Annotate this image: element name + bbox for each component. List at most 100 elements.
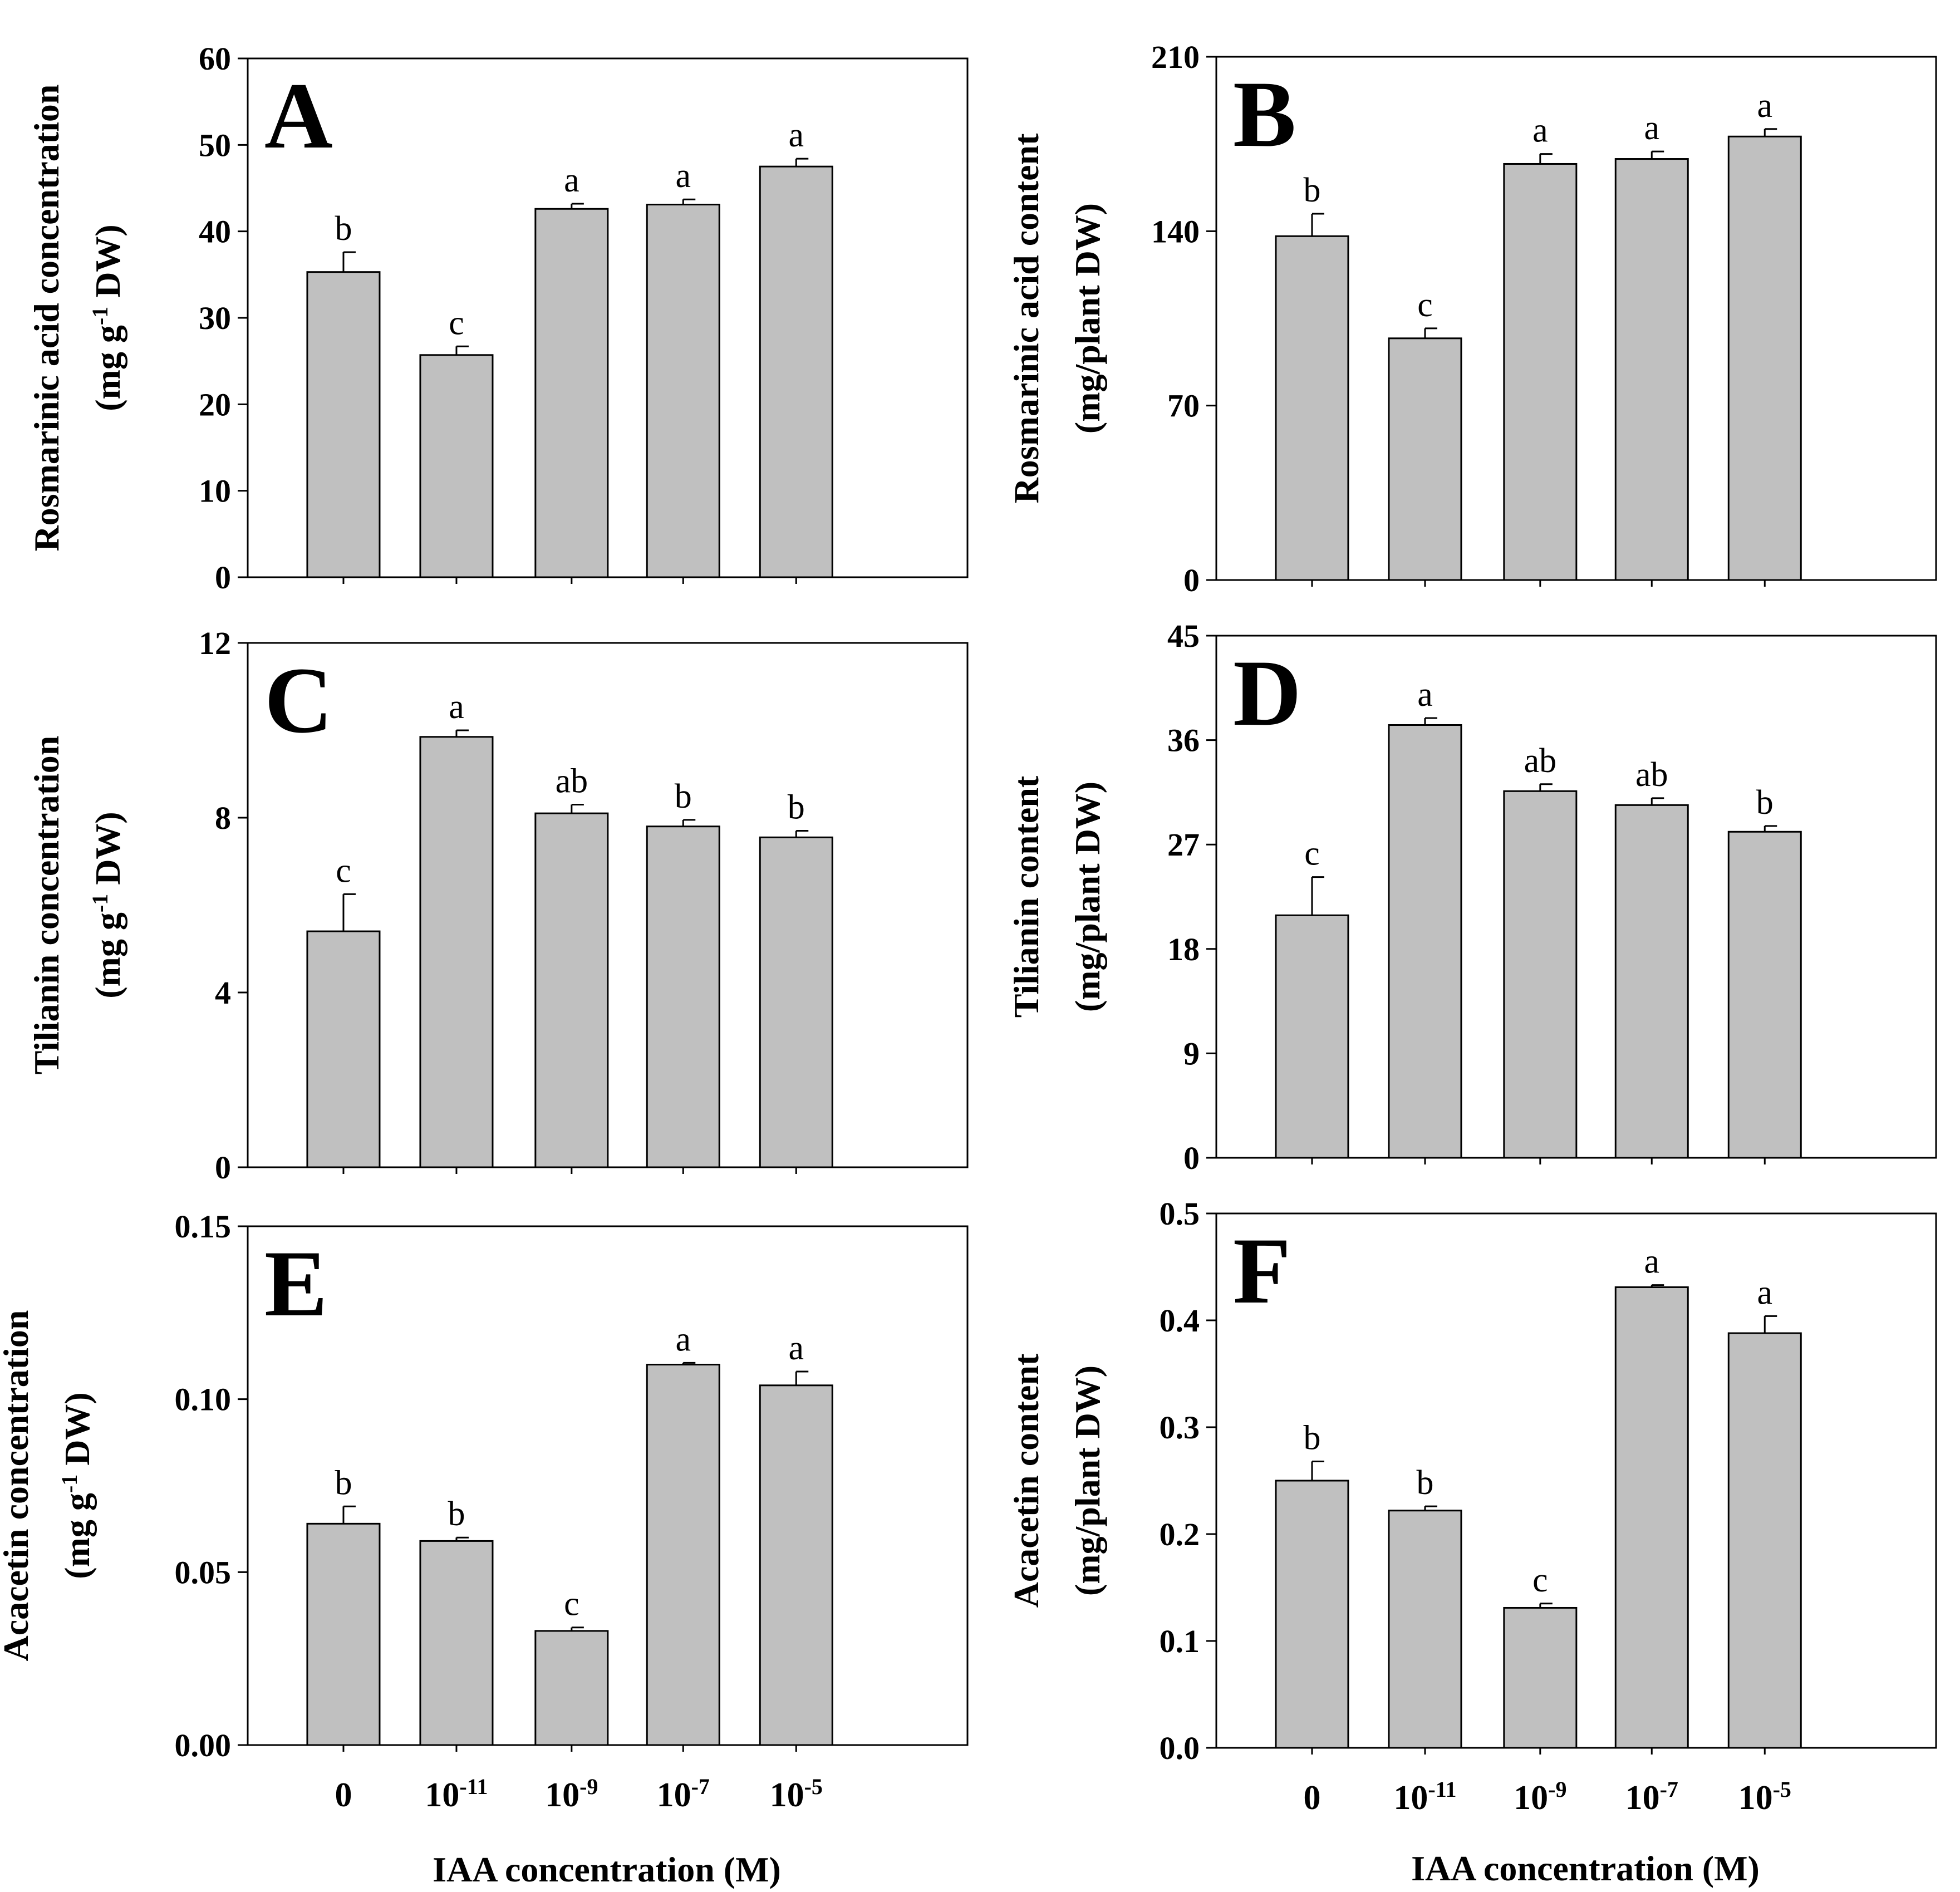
- bar: [1503, 1606, 1578, 1749]
- y-tick-label: 0.3: [1160, 1409, 1200, 1446]
- y-tick-label: 0.05: [175, 1554, 232, 1590]
- y-tick-label: 0: [1183, 1140, 1200, 1176]
- significance-letter: ab: [1635, 756, 1668, 794]
- bar: [419, 354, 494, 578]
- significance-letter: b: [1416, 1464, 1433, 1502]
- x-category-exponent: -9: [579, 1774, 598, 1799]
- panel-letter: F: [1233, 1218, 1291, 1323]
- bar: [1614, 1286, 1689, 1749]
- y-axis-title-line2: (mg/plant DW): [1068, 782, 1107, 1012]
- bar: [759, 165, 833, 578]
- x-axis-title-left: IAA concentration (M): [433, 1850, 781, 1889]
- x-category-base: 10: [1514, 1779, 1548, 1817]
- bar: [1727, 135, 1802, 581]
- significance-letter: b: [1303, 1419, 1320, 1457]
- y-axis-title-text: (mg/plant DW): [1068, 782, 1107, 1012]
- y-axis-title-line2: (mg/plant DW): [1068, 1365, 1107, 1596]
- bar: [646, 204, 720, 578]
- panel-e: 0.00 0.05 0.10 0.15 b b c a a E Acacetin concentra…: [0, 1208, 969, 1763]
- x-category-base: 10: [770, 1776, 804, 1814]
- significance-letter: ab: [1524, 742, 1557, 780]
- y-tick-label: 0.15: [175, 1208, 232, 1245]
- y-tick-label: 0: [215, 1149, 231, 1186]
- bar: [306, 271, 381, 578]
- bar: [306, 1522, 381, 1746]
- x-category-label: 10-7: [657, 1774, 710, 1815]
- y-tick-label: 18: [1167, 931, 1200, 967]
- y-axis-title-line1: Rosmarinic acid concentration: [27, 85, 66, 552]
- significance-letter: b: [335, 1464, 352, 1502]
- bar: [534, 208, 609, 578]
- x-category-label: 10-5: [770, 1774, 823, 1815]
- y-tick-label: 60: [199, 41, 231, 77]
- x-category-base: 0: [1303, 1779, 1320, 1817]
- y-tick-label: 20: [199, 386, 231, 422]
- y-tick-label: 45: [1167, 618, 1200, 654]
- significance-letter: a: [789, 116, 804, 154]
- x-category-base: 10: [425, 1776, 459, 1814]
- x-axis-title-right: IAA concentration (M): [1411, 1849, 1760, 1888]
- bar: [1503, 790, 1578, 1159]
- significance-letter: a: [1417, 676, 1433, 714]
- bar: [759, 836, 833, 1168]
- x-category-label: 10-11: [425, 1774, 488, 1815]
- y-tick-label: 0: [1183, 562, 1200, 598]
- y-axis-title-superscript: -1: [87, 894, 112, 912]
- y-tick-label: 30: [199, 300, 231, 336]
- panel-letter: A: [264, 63, 333, 168]
- bar: [1275, 235, 1349, 581]
- x-category-label: 10-9: [545, 1774, 598, 1815]
- bar: [1727, 830, 1802, 1159]
- y-axis-title-line1: Rosmarinic acid content: [1006, 133, 1046, 504]
- y-axis-title-superscript: -1: [57, 1475, 82, 1493]
- x-category-base: 10: [1738, 1779, 1773, 1817]
- significance-letter: b: [675, 778, 692, 815]
- panel-letter: C: [264, 648, 333, 753]
- x-category-exponent: -11: [1428, 1777, 1456, 1802]
- bar: [1388, 337, 1462, 581]
- bar: [1614, 158, 1689, 581]
- x-category-label: 10-7: [1625, 1777, 1678, 1817]
- bar: [759, 1384, 833, 1746]
- bar: [1388, 1510, 1462, 1749]
- y-axis-title-line2: (mg/plant DW): [1068, 203, 1107, 434]
- panel-letter: E: [264, 1231, 327, 1336]
- x-category-exponent: -7: [691, 1774, 710, 1799]
- y-axis-title-line2: (mg g-1 DW): [57, 1392, 97, 1579]
- x-category-label: 0: [335, 1776, 352, 1814]
- x-axis-labels: 0 10-11 10-9 10-7 10-5 0 10-11 10-9 10-7 10-5: [335, 1774, 1791, 1817]
- panel-a: 0 10 20 30 40 50 60 b c a a a A Rosmarinic acid conce…: [27, 41, 969, 596]
- x-category-base: 10: [657, 1776, 691, 1814]
- bar: [1614, 804, 1689, 1159]
- y-tick-label: 40: [199, 214, 231, 250]
- y-tick-label: 50: [199, 127, 231, 163]
- y-tick-label: 0.4: [1160, 1303, 1200, 1339]
- significance-letter: a: [449, 688, 464, 726]
- y-axis-title-line2: (mg g-1 DW): [87, 224, 128, 411]
- significance-letter: ab: [556, 762, 588, 800]
- significance-letter: b: [1756, 784, 1774, 822]
- bar: [534, 812, 609, 1168]
- significance-letter: a: [564, 161, 579, 199]
- y-tick-label: 0.0: [1160, 1730, 1200, 1766]
- bar: [646, 825, 720, 1168]
- bar: [419, 736, 494, 1168]
- significance-letter: c: [449, 304, 464, 342]
- x-category-label: 10-11: [1393, 1777, 1456, 1817]
- significance-letter: a: [1644, 1243, 1659, 1281]
- y-tick-label: 0: [215, 559, 231, 596]
- bar: [1275, 914, 1349, 1159]
- significance-letter: b: [335, 210, 352, 248]
- y-tick-label: 0.2: [1160, 1516, 1200, 1552]
- y-tick-label: 27: [1167, 827, 1200, 863]
- y-tick-label: 9: [1183, 1035, 1200, 1072]
- significance-letter: b: [1303, 171, 1320, 209]
- y-axis-title-text: DW): [88, 224, 127, 307]
- x-category-exponent: -9: [1548, 1777, 1566, 1802]
- significance-letter: c: [1417, 286, 1433, 324]
- y-axis-title-text: (mg g: [57, 1493, 97, 1579]
- y-axis-title-line1: Acacetin concentration: [0, 1310, 36, 1662]
- significance-letter: b: [788, 789, 805, 827]
- bar: [306, 930, 381, 1168]
